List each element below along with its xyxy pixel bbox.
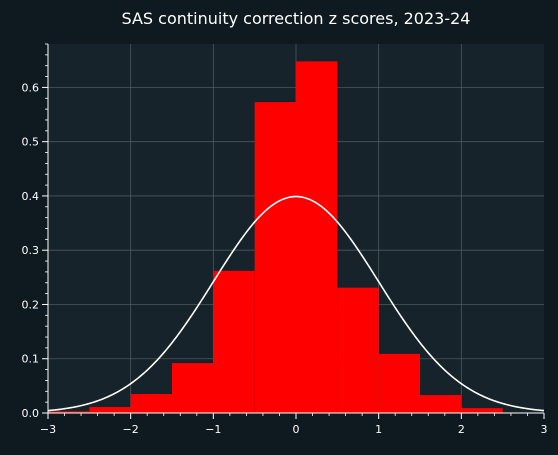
x-tick-label: 0 [293,423,300,436]
x-tick-label: −1 [205,423,221,436]
x-tick-label: −3 [40,423,56,436]
x-tick-label: 1 [375,423,382,436]
chart-title: SAS continuity correction z scores, 2023… [122,9,471,28]
normal-curve-line [47,195,545,412]
y-tick-label: 0.3 [22,244,40,257]
histogram-bar [337,287,379,413]
y-tick-label: 0.6 [22,81,40,94]
histogram-bar [130,394,172,413]
histogram-bar [89,407,131,413]
histogram-bar [378,353,420,413]
x-tick-label: 2 [458,423,465,436]
y-tick-label: 0.2 [22,298,40,311]
histogram-bar [48,411,90,413]
histogram-bar [420,395,462,413]
x-tick-label: −2 [123,423,139,436]
y-tick-label: 0.1 [22,353,40,366]
normal-curve [47,195,545,412]
histogram-bars [48,61,503,413]
y-tick-label: 0.0 [22,407,40,420]
histogram-bar [461,408,503,413]
histogram-bar [213,270,255,413]
y-tick-label: 0.4 [22,190,40,203]
axes: −3 −2 −1 0 1 2 3 0.0 0.1 0.2 0.3 0.4 0.5 0.6 [22,43,548,436]
histogram-bar [254,102,296,413]
y-tick-label: 0.5 [22,136,40,149]
x-tick-label: 3 [541,423,548,436]
histogram-bar [172,363,214,413]
histogram-bar [296,61,338,413]
